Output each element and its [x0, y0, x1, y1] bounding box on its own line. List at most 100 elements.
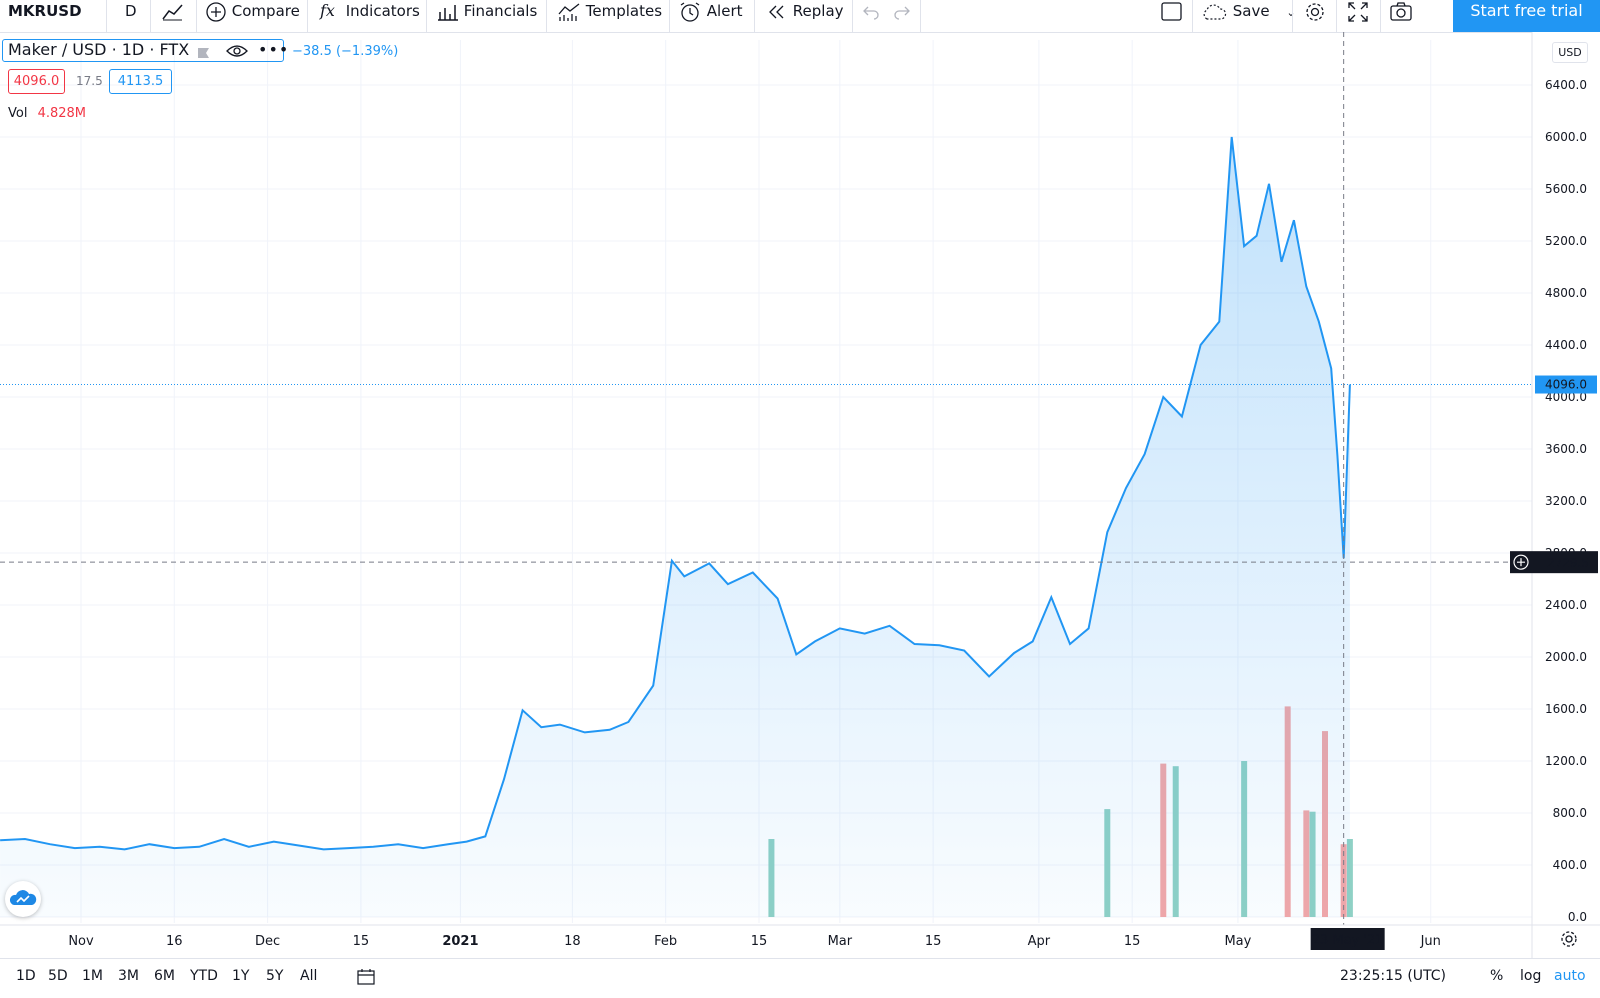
- price-tick-label: 4400.0: [1545, 338, 1587, 352]
- percent-toggle[interactable]: %: [1490, 968, 1504, 984]
- volume-value: 4.828M: [37, 106, 87, 121]
- date-range-button[interactable]: [357, 968, 377, 990]
- square-layout-icon: [1161, 1, 1182, 21]
- range-button[interactable]: 6M: [154, 968, 175, 984]
- function-icon: fx: [320, 1, 335, 20]
- time-tick-label: Feb: [654, 934, 677, 949]
- price-tick-label: 4800.0: [1545, 286, 1587, 300]
- interval-button[interactable]: D: [125, 2, 137, 20]
- chart-type-button[interactable]: [161, 0, 185, 22]
- undo-button[interactable]: [862, 0, 880, 22]
- clock-time[interactable]: 23:25:15 (UTC): [1340, 968, 1447, 984]
- last-price-tag: [1535, 375, 1597, 394]
- camera-icon: [1390, 1, 1412, 21]
- templates-button[interactable]: Templates: [557, 0, 662, 22]
- compare-button[interactable]: Compare: [205, 0, 300, 22]
- chart-guides: [0, 32, 1532, 925]
- time-tick-label: 2021: [442, 934, 478, 949]
- range-button[interactable]: 3M: [118, 968, 139, 984]
- axis-settings-button[interactable]: [1559, 929, 1579, 953]
- range-button[interactable]: YTD: [190, 968, 218, 984]
- divider: [150, 0, 151, 32]
- divider: [1336, 0, 1337, 32]
- divider: [307, 0, 308, 32]
- price-tick-label: 3600.0: [1545, 442, 1587, 456]
- chart-title: Maker / USD · 1D · FTX: [8, 40, 190, 59]
- range-button[interactable]: All: [300, 968, 318, 984]
- time-axis[interactable]: Nov 16 Dec 15 2021 18 Feb 15 Mar 15 Apr 15 May Jun 23 …: [0, 924, 1600, 950]
- add-circle-icon: [1513, 554, 1529, 570]
- plus-icon: [1517, 558, 1525, 567]
- chevron-down-icon: ⌄: [1286, 6, 1296, 19]
- compare-label: Compare: [231, 2, 300, 20]
- range-button[interactable]: 1D: [16, 968, 36, 984]
- snapshot-button[interactable]: [1389, 0, 1413, 22]
- start-free-trial-button[interactable]: Start free trial: [1453, 0, 1600, 32]
- time-tick-label: 15: [925, 934, 942, 949]
- alert-button[interactable]: Alert: [678, 0, 743, 22]
- range-button[interactable]: 1Y: [232, 968, 250, 984]
- more-icon[interactable]: •••: [258, 40, 290, 59]
- divider: [920, 0, 921, 32]
- rewind-icon: [769, 5, 784, 18]
- settings-button[interactable]: [1304, 0, 1326, 22]
- cloud-icon: [1203, 3, 1227, 20]
- top-toolbar: MKRUSD D Compare fx Indicators Financial…: [0, 0, 1600, 33]
- price-tick-label: 2400.0: [1545, 598, 1587, 612]
- replay-button[interactable]: Replay: [766, 0, 844, 22]
- divider: [1380, 0, 1381, 32]
- time-tick-label: 18: [564, 934, 581, 949]
- range-button[interactable]: 5Y: [266, 968, 284, 984]
- price-tick-label: 6000.0: [1545, 130, 1587, 144]
- indicators-button[interactable]: fx Indicators: [320, 0, 420, 22]
- last-price-label: 4096.0: [1545, 378, 1587, 392]
- gear-icon: [1561, 931, 1577, 947]
- time-tick-label: Nov: [68, 934, 94, 949]
- price-tick-label: 800.0: [1553, 806, 1587, 820]
- crosshair-price-label: 2729.5: [1547, 556, 1589, 570]
- divider: [1192, 0, 1193, 32]
- divider: [1292, 0, 1293, 32]
- financials-button[interactable]: Financials: [437, 0, 537, 22]
- auto-toggle[interactable]: auto: [1554, 968, 1586, 984]
- bid-price[interactable]: 4096.0: [8, 69, 65, 94]
- eye-icon[interactable]: [226, 43, 248, 63]
- divider: [196, 0, 197, 32]
- redo-button[interactable]: [893, 0, 911, 22]
- cloud-logo-icon: [9, 890, 37, 905]
- area-chart-icon: [162, 4, 183, 20]
- price-tick-label: 2000.0: [1545, 650, 1587, 664]
- currency-label[interactable]: USD: [1552, 42, 1588, 63]
- price-tick-label: 3200.0: [1545, 494, 1587, 508]
- price-tick-label: 5600.0: [1545, 182, 1587, 196]
- ask-price[interactable]: 4113.5: [109, 69, 172, 94]
- log-toggle[interactable]: log: [1520, 968, 1542, 984]
- divider: [106, 0, 107, 32]
- divider: [546, 0, 547, 32]
- time-tick-label: 15: [751, 934, 768, 949]
- volume-label: Vol: [8, 106, 28, 121]
- price-axis[interactable]: 0.0400.0800.01200.01600.02000.02400.0280…: [1510, 32, 1600, 958]
- price-line: [0, 136, 1351, 851]
- symbol-search[interactable]: MKRUSD: [8, 2, 82, 20]
- price-tick-label: 1600.0: [1545, 702, 1587, 716]
- fullscreen-button[interactable]: [1347, 0, 1369, 22]
- divider: [754, 0, 755, 32]
- flag-icon[interactable]: [197, 44, 211, 58]
- price-tick-label: 1200.0: [1545, 754, 1587, 768]
- time-tick-label: Mar: [828, 934, 853, 949]
- price-area: [0, 137, 1350, 917]
- tradingview-logo[interactable]: [5, 881, 41, 917]
- range-button[interactable]: 1M: [82, 968, 103, 984]
- indicators-label: Indicators: [345, 2, 420, 20]
- time-tick-label: 15: [353, 934, 370, 949]
- volume-legend: Vol 4.828M: [8, 106, 86, 121]
- save-button[interactable]: Save ⌄: [1200, 0, 1296, 22]
- range-button[interactable]: 5D: [48, 968, 68, 984]
- legend-box[interactable]: [2, 39, 284, 62]
- layout-button[interactable]: [1160, 0, 1184, 22]
- divider: [669, 0, 670, 32]
- time-tick-label: 15: [1124, 934, 1141, 949]
- price-change: −38.5 (−1.39%): [292, 44, 399, 59]
